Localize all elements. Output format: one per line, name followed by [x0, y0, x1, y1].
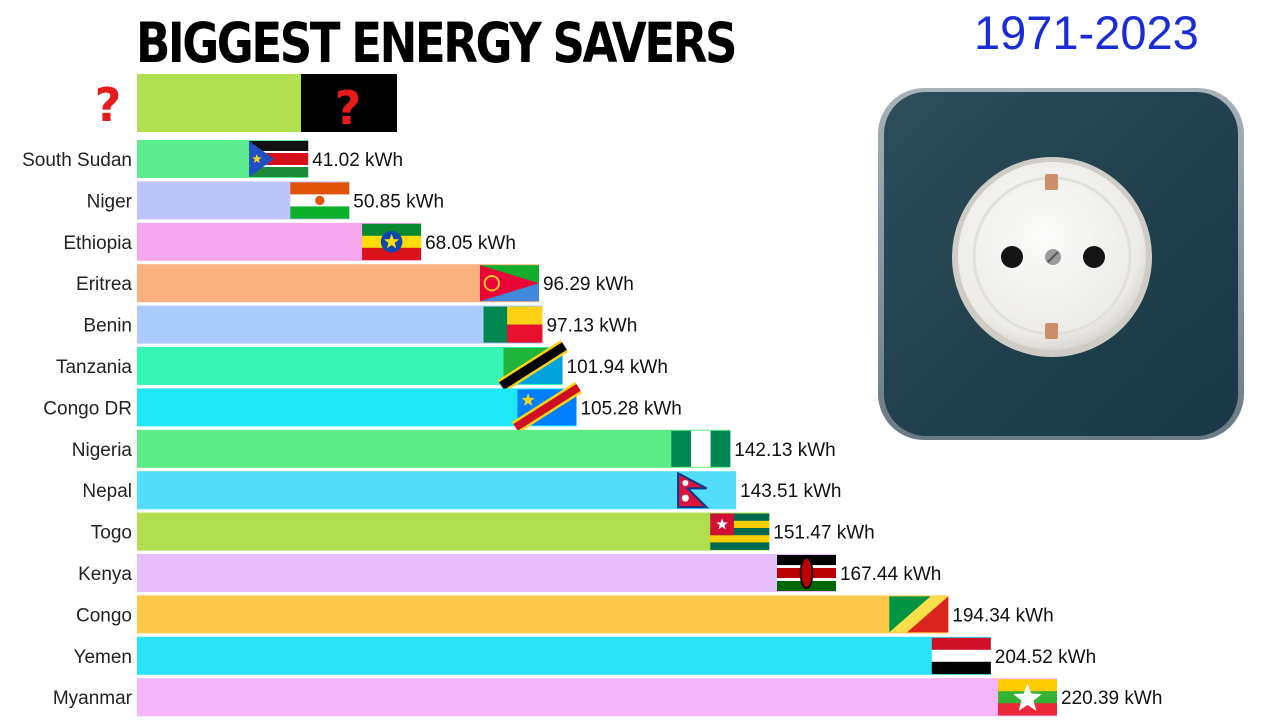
mystery-label: ?: [95, 78, 122, 132]
flag-stripe: [710, 528, 770, 536]
bar-row: Benin 97.13 kWh: [83, 305, 637, 344]
ethiopia-flag: [362, 223, 422, 261]
flag-stripe: [710, 542, 770, 550]
togo-flag: [710, 513, 770, 550]
bar: [137, 388, 577, 427]
bar-row: Congo 194.34 kWh: [76, 595, 1054, 634]
bar: [137, 554, 836, 592]
category-label: Togo: [91, 523, 132, 544]
chart-title: BIGGEST ENERGY SAVERS: [136, 11, 737, 75]
value-label: 220.39 kWh: [1061, 688, 1162, 709]
bar-row: Congo DR 105.28 kWh: [43, 381, 682, 433]
yemen-flag: [931, 637, 991, 675]
bar-row: Ethiopia 68.05 kWh: [63, 222, 516, 261]
bar-row: Myanmar 220.39 kWh: [53, 678, 1162, 717]
congo-flag: [889, 596, 949, 633]
bar-row: Niger 50.85 kWh: [87, 181, 444, 220]
value-label: 97.13 kWh: [546, 316, 637, 337]
bar: [137, 512, 770, 551]
niger-flag: [290, 182, 350, 219]
category-label: Benin: [83, 316, 132, 337]
congo-dr-flag: [512, 381, 582, 433]
myanmar-flag: [998, 679, 1057, 716]
bar-row: Tanzania 101.94 kWh: [56, 340, 668, 392]
eritrea-flag: [480, 265, 539, 302]
flag-stripe: [931, 637, 991, 651]
bar: [137, 347, 563, 385]
mystery-row: ??: [95, 74, 397, 135]
value-label: 167.44 kWh: [840, 564, 941, 585]
power-socket-icon: [878, 88, 1244, 440]
value-label: 151.47 kWh: [773, 523, 874, 544]
benin-flag: [483, 306, 543, 343]
category-label: Eritrea: [76, 274, 132, 295]
value-label: 101.94 kWh: [567, 357, 668, 378]
value-label: 68.05 kWh: [425, 233, 516, 254]
bar: [137, 429, 731, 468]
category-label: Nigeria: [72, 440, 133, 461]
nigeria-flag: [671, 430, 731, 467]
mystery-flag: [301, 74, 397, 132]
category-label: Ethiopia: [63, 233, 132, 254]
category-label: Niger: [87, 191, 133, 212]
category-label: Congo: [76, 605, 132, 626]
value-label: 194.34 kWh: [952, 605, 1053, 626]
bar-row: Yemen 204.52 kWh: [74, 636, 1096, 675]
value-label: 96.29 kWh: [543, 274, 634, 295]
tanzania-flag: [497, 340, 569, 392]
flag-star: [521, 393, 535, 406]
value-label: 143.51 kWh: [740, 481, 841, 502]
nepal-flag: [677, 471, 710, 509]
bar: [137, 305, 543, 344]
flag-stripe: [290, 206, 350, 219]
value-label: 50.85 kWh: [353, 191, 444, 212]
value-label: 105.28 kWh: [580, 398, 681, 419]
flag-star: [1013, 683, 1042, 711]
category-label: Kenya: [78, 564, 132, 585]
kenya-flag: [777, 555, 836, 591]
value-label: 41.02 kWh: [312, 150, 403, 171]
bar-row: Kenya 167.44 kWh: [78, 554, 941, 592]
year-range: 1971-2023: [974, 6, 1199, 59]
value-label: 142.13 kWh: [734, 440, 835, 461]
flag-stripe: [362, 223, 422, 237]
bar-row: Nigeria 142.13 kWh: [72, 429, 836, 468]
flag-star: [716, 518, 728, 530]
category-label: Congo DR: [43, 398, 132, 419]
value-label: 204.52 kWh: [995, 647, 1096, 668]
flag-stripe: [710, 513, 770, 522]
mystery-flag-label: ?: [335, 81, 362, 135]
flag-stripe: [290, 182, 350, 195]
bar-row: South Sudan 41.02 kWh: [22, 140, 403, 178]
flag-stripe: [710, 535, 770, 543]
bar: [137, 678, 1057, 717]
south-sudan-flag: [249, 141, 309, 177]
bar-row: Nepal 143.51 kWh: [82, 471, 841, 510]
bar: [137, 636, 991, 675]
bar: [137, 595, 949, 634]
category-label: Nepal: [82, 481, 132, 502]
bar-row: Togo 151.47 kWh: [91, 512, 875, 551]
flag-stripe: [931, 649, 991, 663]
flag-star: [384, 233, 400, 249]
bar: [137, 264, 539, 303]
mystery-bar: [137, 74, 301, 132]
flag-stripe: [362, 247, 422, 261]
category-label: South Sudan: [22, 150, 132, 171]
category-label: Myanmar: [53, 688, 133, 709]
flag-star: [252, 154, 262, 164]
bar: [137, 471, 737, 510]
flag-stripe: [710, 520, 770, 529]
bar-row: Eritrea 96.29 kWh: [76, 264, 634, 303]
flag-stripe: [998, 703, 1057, 716]
category-label: Yemen: [74, 647, 132, 668]
flag-stripe: [931, 661, 991, 675]
category-label: Tanzania: [56, 357, 132, 378]
